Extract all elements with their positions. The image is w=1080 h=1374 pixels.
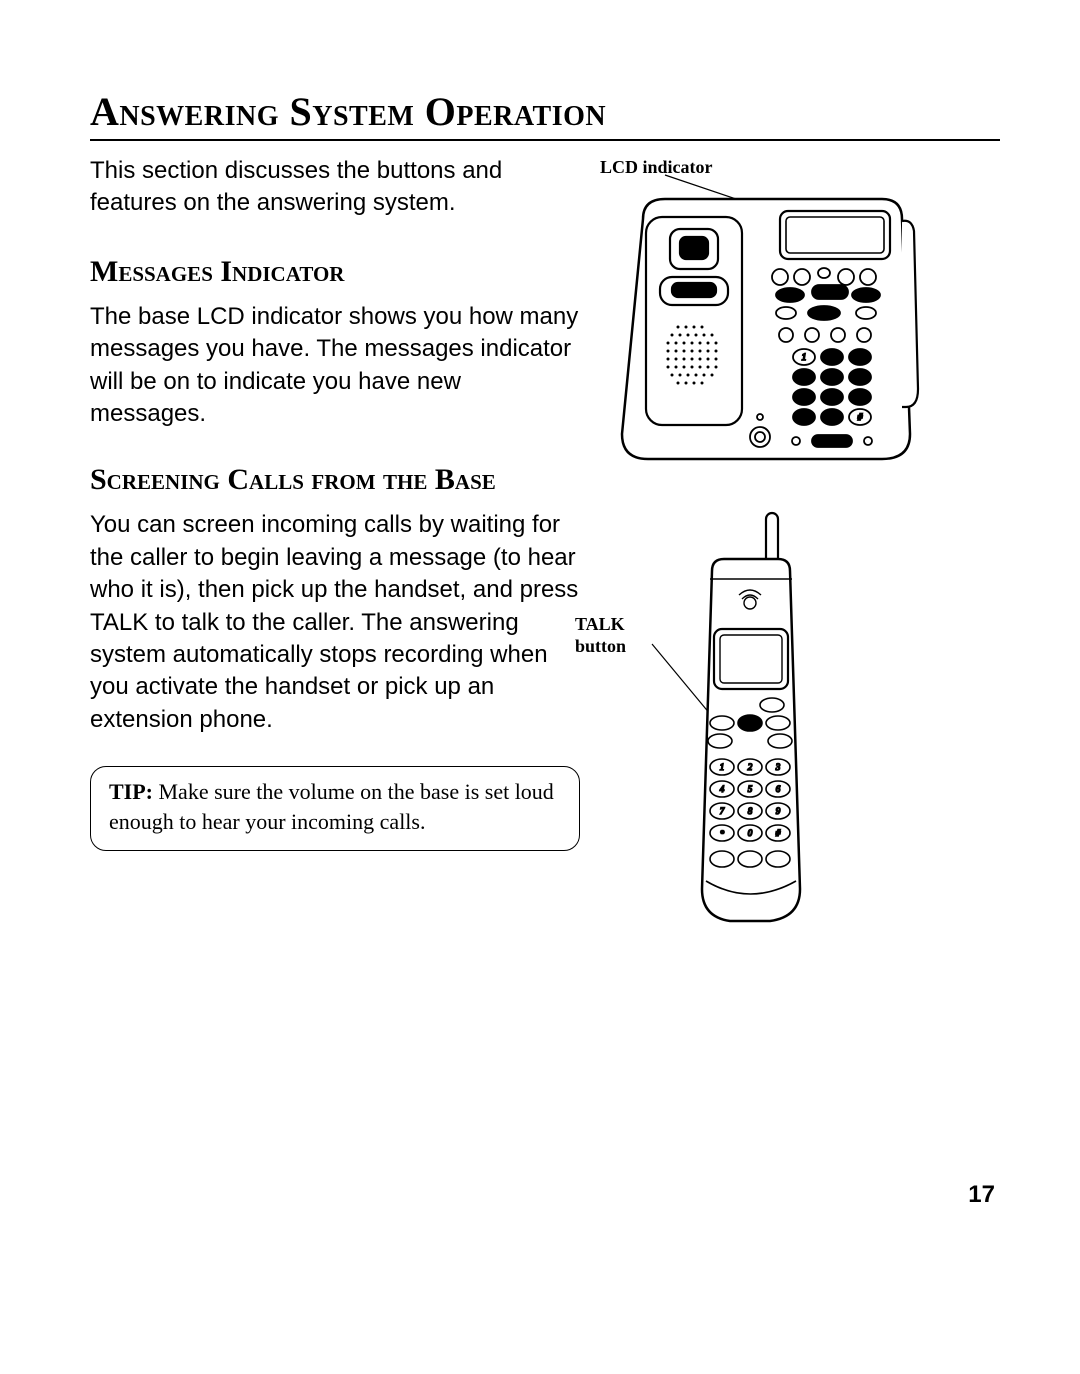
- svg-text:0: 0: [830, 412, 835, 422]
- svg-text:2: 2: [748, 762, 753, 772]
- svg-text:#: #: [776, 828, 781, 838]
- figure-base-unit: LCD indicator: [610, 159, 1000, 469]
- svg-text:7: 7: [720, 806, 725, 816]
- svg-text:1: 1: [720, 762, 725, 772]
- svg-text:8: 8: [748, 806, 753, 816]
- handset-illustration: 1 2 3 4 5 6 7 8 9 * 0 #: [610, 509, 870, 929]
- page-title: Answering System Operation: [90, 88, 1000, 141]
- svg-text:3: 3: [775, 762, 781, 772]
- content-columns: This section discusses the buttons and f…: [90, 155, 1000, 929]
- figure-handset: TALK button: [610, 509, 1000, 929]
- section-body-messages: The base LCD indicator shows you how man…: [90, 301, 580, 431]
- intro-text: This section discusses the buttons and f…: [90, 155, 580, 220]
- svg-text:1: 1: [802, 352, 807, 362]
- tip-label: TIP:: [109, 779, 153, 804]
- section-title-screening: Screening Calls from the Base: [90, 460, 580, 499]
- svg-text:5: 5: [748, 784, 753, 794]
- tip-text: Make sure the volume on the base is set …: [109, 779, 554, 834]
- left-column: This section discusses the buttons and f…: [90, 155, 580, 929]
- svg-text:9: 9: [858, 392, 863, 402]
- svg-text:2: 2: [830, 352, 835, 362]
- svg-text:5: 5: [830, 372, 835, 382]
- svg-text:0: 0: [748, 828, 753, 838]
- figure-label-lcd: LCD indicator: [600, 157, 713, 178]
- svg-text:3: 3: [857, 352, 863, 362]
- svg-text:#: #: [858, 412, 863, 422]
- base-unit-illustration: 1 2 3 4 5 6 7 8 9 * 0 #: [610, 159, 930, 469]
- svg-text:6: 6: [776, 784, 781, 794]
- section-body-screening: You can screen incoming calls by waiting…: [90, 509, 580, 736]
- svg-text:4: 4: [720, 784, 725, 794]
- section-title-messages: Messages Indicator: [90, 252, 580, 291]
- svg-text:6: 6: [858, 372, 863, 382]
- tip-box: TIP: Make sure the volume on the base is…: [90, 766, 580, 851]
- svg-text:9: 9: [776, 806, 781, 816]
- svg-text:8: 8: [830, 392, 835, 402]
- svg-text:*: *: [802, 414, 806, 422]
- svg-text:4: 4: [802, 372, 807, 382]
- svg-text:7: 7: [802, 392, 807, 402]
- page-number: 17: [968, 1181, 995, 1209]
- figure-label-talk: TALK button: [575, 614, 626, 657]
- svg-text:*: *: [720, 829, 724, 838]
- right-column: LCD indicator: [610, 155, 1000, 929]
